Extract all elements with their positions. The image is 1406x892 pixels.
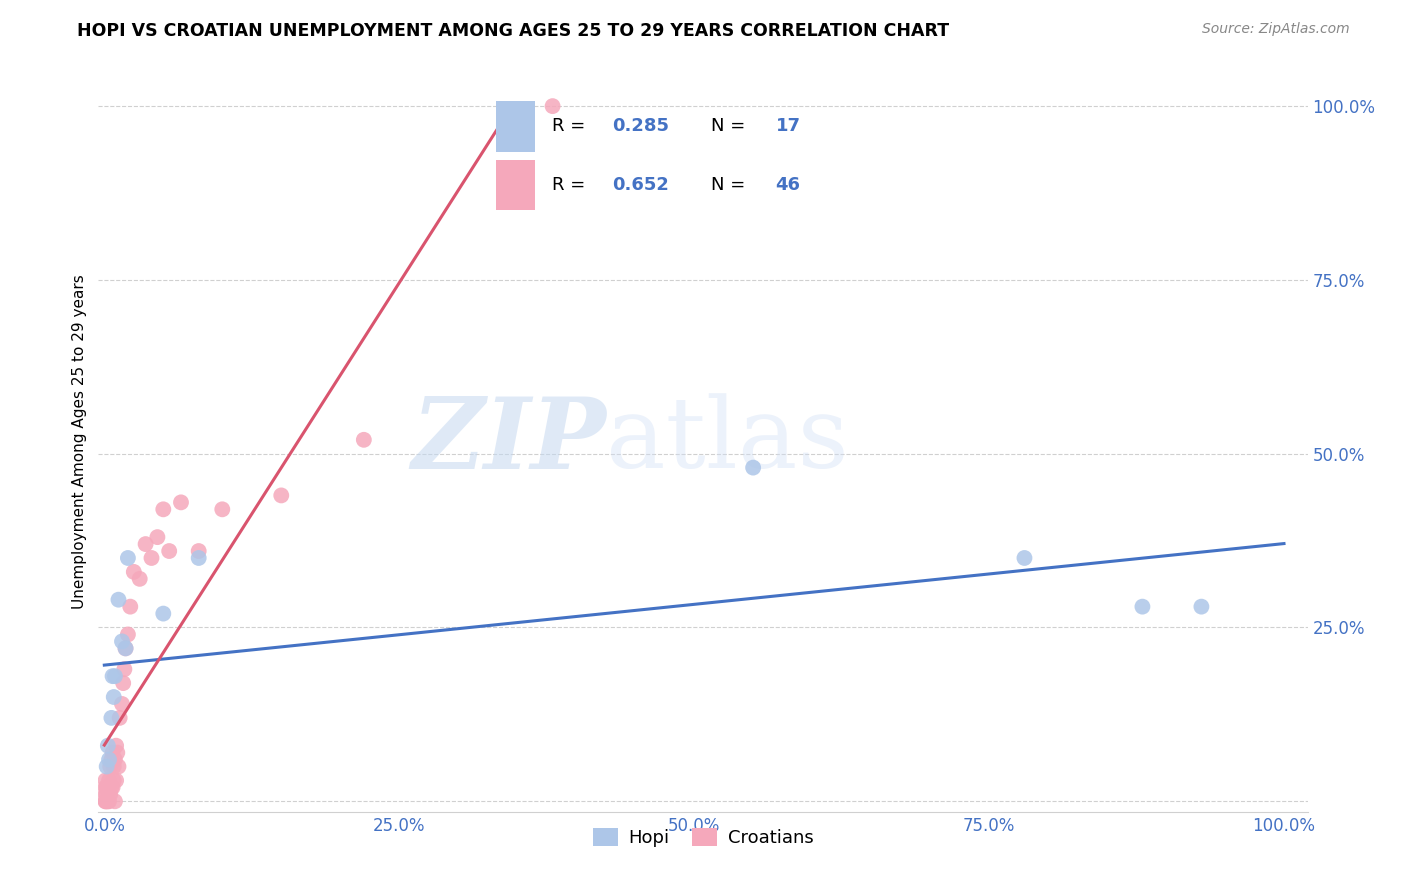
Point (96, 759, 118, 773)
Point (103, 759, 125, 773)
Point (107, 592, 129, 607)
Point (117, 627, 139, 641)
Point (96, 788, 118, 802)
Point (1014, 551, 1036, 566)
Point (117, 551, 139, 566)
Text: atlas: atlas (606, 393, 849, 490)
Point (104, 753, 127, 767)
Point (170, 495, 193, 509)
Legend: Hopi, Croatians: Hopi, Croatians (585, 822, 821, 855)
Point (101, 669, 124, 683)
Point (128, 572, 150, 586)
Point (112, 676, 135, 690)
Point (1189, 599, 1212, 614)
Point (111, 697, 134, 711)
Point (105, 739, 128, 753)
Point (107, 759, 129, 773)
Point (141, 551, 163, 566)
Point (211, 502, 233, 516)
Point (104, 794, 127, 808)
Point (101, 746, 124, 760)
Point (100, 780, 122, 795)
Point (96, 780, 118, 795)
Point (353, 433, 375, 447)
Point (187, 544, 209, 558)
Point (97, 780, 120, 795)
Text: Source: ZipAtlas.com: Source: ZipAtlas.com (1202, 22, 1350, 37)
Point (111, 634, 134, 648)
Text: HOPI VS CROATIAN UNEMPLOYMENT AMONG AGES 25 TO 29 YEARS CORRELATION CHART: HOPI VS CROATIAN UNEMPLOYMENT AMONG AGES… (77, 22, 949, 40)
Point (157, 544, 180, 558)
Point (270, 488, 292, 502)
Point (98, 759, 121, 773)
Point (1132, 599, 1154, 614)
Point (103, 690, 125, 704)
Point (100, 711, 122, 725)
Point (152, 607, 174, 621)
Point (135, 537, 157, 551)
Point (114, 641, 136, 656)
Text: ZIP: ZIP (412, 393, 606, 490)
Point (98, 773, 121, 788)
Point (103, 773, 125, 788)
Point (94, 773, 117, 788)
Point (94, 780, 117, 795)
Point (742, 460, 765, 475)
Point (94, 788, 117, 802)
Point (94, 794, 117, 808)
Point (97, 739, 120, 753)
Point (96, 794, 118, 808)
Point (101, 780, 124, 795)
Point (97, 794, 120, 808)
Point (122, 565, 145, 579)
Point (108, 711, 131, 725)
Point (152, 502, 174, 516)
Point (187, 551, 209, 566)
Point (105, 746, 128, 760)
Point (104, 669, 127, 683)
Point (94, 794, 117, 808)
Point (100, 753, 122, 767)
Point (112, 662, 135, 676)
Point (146, 530, 169, 544)
Y-axis label: Unemployment Among Ages 25 to 29 years: Unemployment Among Ages 25 to 29 years (72, 274, 87, 609)
Point (114, 641, 136, 656)
Point (120, 599, 142, 614)
Point (98, 753, 121, 767)
Point (98, 794, 121, 808)
Point (98, 788, 121, 802)
Point (541, 99, 564, 113)
Point (105, 773, 128, 788)
